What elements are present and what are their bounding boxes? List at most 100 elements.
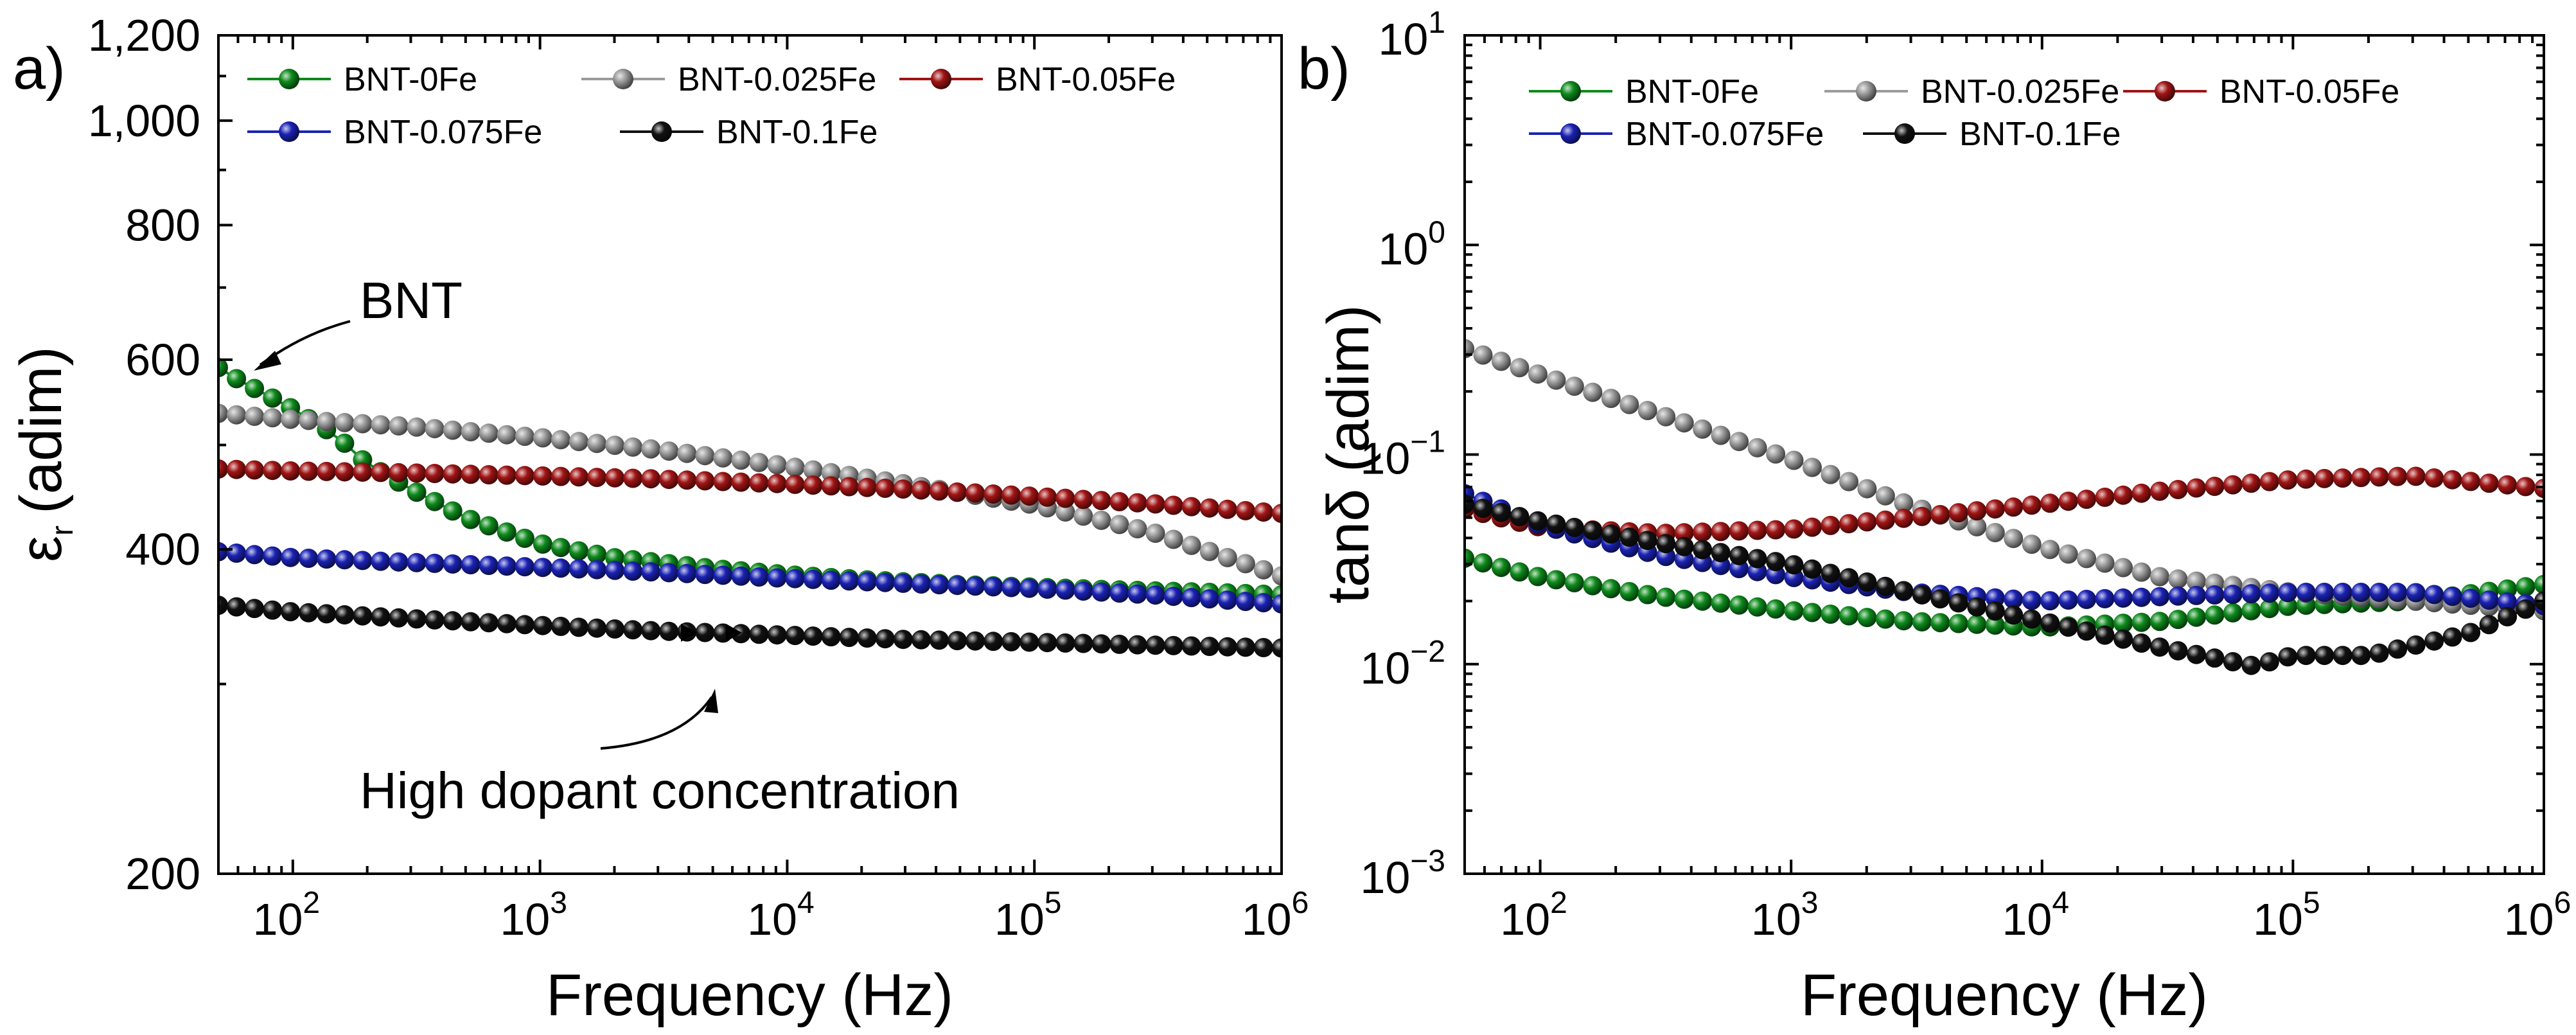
legend-item-BNT-0.025Fe: BNT-0.025Fe xyxy=(581,61,876,98)
data-point xyxy=(1127,519,1147,538)
data-point xyxy=(1181,497,1201,517)
data-point xyxy=(1145,585,1165,605)
series-BNT-0.1Fe xyxy=(218,596,1282,658)
data-point xyxy=(1839,514,1858,534)
data-point xyxy=(461,612,481,632)
data-point xyxy=(1839,568,1858,588)
data-point xyxy=(785,569,805,588)
data-point xyxy=(2259,599,2279,619)
data-point xyxy=(1217,499,1237,519)
panel-a: a) 102 103 104 105 106 200 400 600 800 1,000 1,20… xyxy=(8,10,1309,1028)
data-point xyxy=(1601,389,1621,409)
x-axis-title-b: Frequency (Hz) xyxy=(1801,962,2208,1028)
data-point xyxy=(479,613,498,633)
data-point xyxy=(551,558,570,578)
data-point xyxy=(1766,599,1786,619)
data-point xyxy=(1253,593,1273,613)
data-point xyxy=(1637,585,1657,605)
data-point xyxy=(893,573,913,593)
data-point xyxy=(1528,511,1548,531)
data-point xyxy=(803,569,823,589)
data-point xyxy=(677,470,697,490)
data-point xyxy=(2040,540,2060,560)
data-point xyxy=(1875,609,1895,629)
data-point xyxy=(227,597,247,617)
data-point xyxy=(1491,558,1511,578)
data-point xyxy=(407,609,427,629)
data-point xyxy=(839,477,859,497)
data-point xyxy=(1693,540,1713,560)
data-point xyxy=(1803,517,1822,537)
legend-label: BNT-0.1Fe xyxy=(1959,116,2121,153)
data-point xyxy=(1967,597,1987,617)
data-point xyxy=(263,388,283,408)
data-point xyxy=(2131,612,2151,632)
data-point xyxy=(2241,655,2261,675)
annotation-high-dopant: High dopant concentration xyxy=(360,762,960,819)
series-BNT-0.075Fe xyxy=(218,542,1282,614)
data-point xyxy=(1711,522,1731,542)
data-point xyxy=(425,419,445,439)
data-point xyxy=(1528,364,1548,384)
data-point xyxy=(966,576,985,596)
data-point xyxy=(2113,558,2133,578)
data-point xyxy=(1145,494,1165,514)
data-point xyxy=(515,557,534,577)
data-point xyxy=(497,614,516,633)
data-point xyxy=(2022,609,2042,629)
data-point xyxy=(1637,531,1657,551)
data-point xyxy=(1747,438,1767,457)
data-point xyxy=(2187,607,2206,627)
legend-label: BNT-0.05Fe xyxy=(2219,73,2399,111)
data-point xyxy=(1528,567,1548,587)
data-point xyxy=(767,568,787,588)
data-point xyxy=(1465,494,1474,514)
data-point xyxy=(2278,647,2298,667)
data-point xyxy=(587,468,607,488)
legend-marker xyxy=(931,69,951,89)
data-point xyxy=(1091,491,1111,511)
data-point xyxy=(2406,583,2426,603)
data-point xyxy=(515,466,534,486)
data-point xyxy=(2424,631,2444,651)
legend-label: BNT-0.05Fe xyxy=(996,61,1176,98)
data-point xyxy=(1491,502,1511,522)
data-point xyxy=(1784,450,1804,470)
data-point xyxy=(1894,493,1914,513)
data-point xyxy=(2113,614,2133,633)
data-point xyxy=(1235,500,1255,520)
data-point xyxy=(984,577,1003,597)
data-point xyxy=(551,430,570,450)
data-point xyxy=(875,572,895,592)
data-point xyxy=(1073,506,1093,526)
data-point xyxy=(1109,634,1129,654)
y-ticks-b: 10−3 10−2 10−1 100 101 xyxy=(1360,6,2544,903)
data-point xyxy=(1564,376,1584,396)
data-point xyxy=(2461,588,2481,608)
data-point xyxy=(821,476,841,496)
data-point xyxy=(966,483,985,503)
panel-label-b: b) xyxy=(1298,36,1350,102)
data-point xyxy=(1857,512,1877,532)
data-point xyxy=(2113,629,2133,649)
data-point xyxy=(569,467,588,487)
data-point xyxy=(2315,468,2334,488)
data-point xyxy=(2223,652,2243,671)
data-point xyxy=(1253,560,1273,579)
data-point xyxy=(2150,612,2169,632)
data-point xyxy=(1127,493,1147,513)
series-BNT-0.05Fe xyxy=(218,459,1282,524)
data-point xyxy=(1217,547,1237,567)
data-point xyxy=(335,550,355,570)
data-point xyxy=(1729,521,1749,541)
data-point xyxy=(2077,490,2097,509)
data-point xyxy=(1857,608,1877,628)
y-tick-label: 100 xyxy=(1378,215,1445,274)
annotation-arrow-dopant xyxy=(600,696,713,750)
data-point xyxy=(353,606,373,626)
data-point xyxy=(2131,562,2151,582)
data-point xyxy=(2241,584,2261,604)
data-point xyxy=(569,559,588,579)
data-point xyxy=(353,462,373,482)
data-point xyxy=(551,466,570,486)
